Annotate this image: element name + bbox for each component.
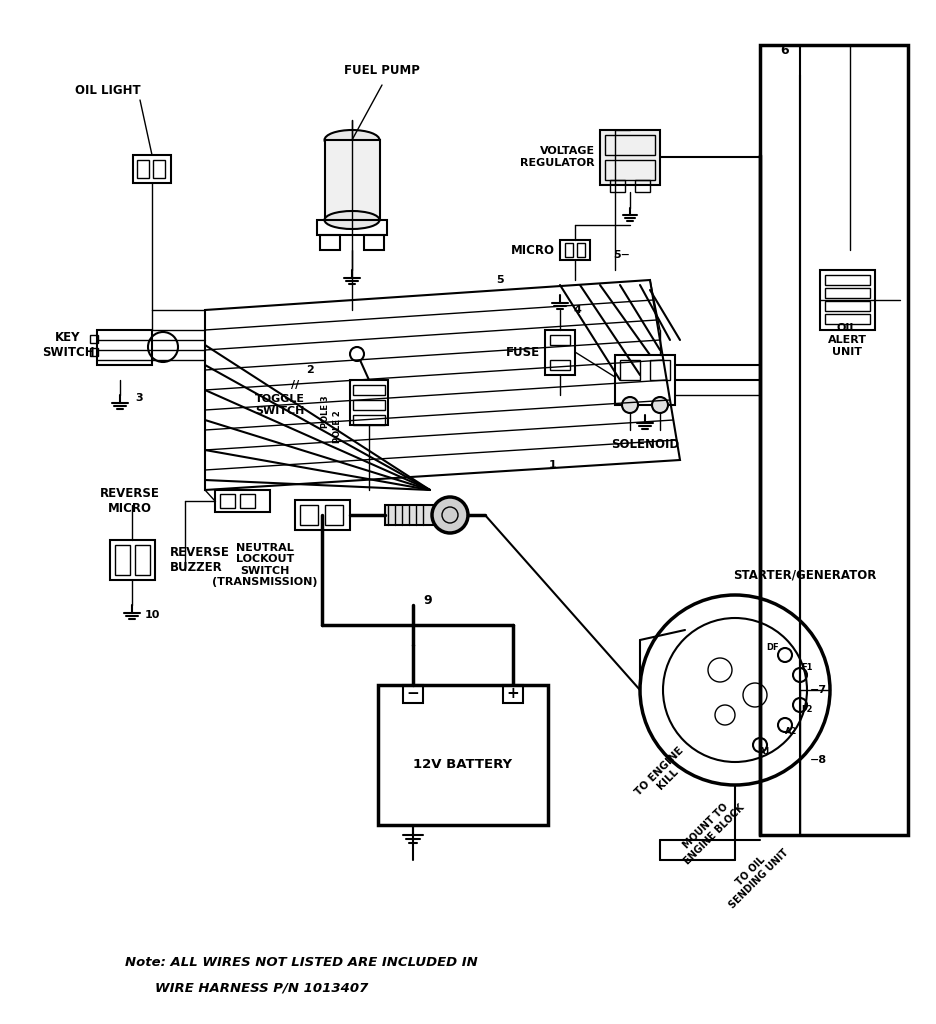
Text: NEUTRAL
LOCKOUT
SWITCH
(TRANSMISSION): NEUTRAL LOCKOUT SWITCH (TRANSMISSION) [212, 543, 317, 588]
Text: REVERSE
MICRO: REVERSE MICRO [100, 487, 160, 515]
Bar [135, 545, 150, 575]
Bar [215, 490, 270, 512]
Text: WIRE HARNESS P/N 1013407: WIRE HARNESS P/N 1013407 [155, 981, 369, 994]
Circle shape [432, 497, 468, 534]
Bar [385, 505, 435, 525]
Bar [295, 500, 350, 530]
Bar [153, 160, 165, 178]
Bar [300, 505, 318, 525]
Bar [825, 275, 870, 285]
Bar [605, 135, 655, 155]
Bar [825, 314, 870, 324]
Bar [220, 494, 235, 508]
Text: STARTER/GENERATOR: STARTER/GENERATOR [733, 568, 877, 582]
Bar [650, 360, 670, 380]
Text: 9: 9 [424, 594, 432, 606]
Text: FUSE: FUSE [505, 345, 540, 358]
Bar [137, 160, 149, 178]
Bar [317, 220, 387, 234]
Bar [240, 494, 255, 508]
Bar [565, 243, 573, 257]
Bar [820, 270, 875, 330]
Bar [133, 155, 171, 183]
Text: 3: 3 [135, 393, 142, 403]
Circle shape [622, 397, 638, 413]
Text: F1: F1 [801, 664, 812, 673]
Bar [610, 180, 625, 193]
Text: −8: −8 [810, 755, 827, 765]
Text: POLE 2: POLE 2 [333, 410, 343, 442]
Text: 4: 4 [573, 305, 581, 315]
Bar [350, 380, 388, 425]
Bar [635, 180, 650, 193]
Bar [110, 540, 155, 580]
Text: TO OIL
SENDING UNIT: TO OIL SENDING UNIT [720, 840, 791, 910]
Text: KEY
SWITCH: KEY SWITCH [42, 331, 95, 359]
Text: −: − [406, 686, 419, 701]
Text: A1: A1 [759, 748, 771, 757]
Text: 2: 2 [306, 365, 314, 375]
Text: 1: 1 [549, 460, 557, 470]
Text: OIL LIGHT: OIL LIGHT [75, 84, 140, 96]
Text: TO ENGINE
KILL: TO ENGINE KILL [634, 744, 695, 805]
Bar [353, 385, 385, 395]
Bar [503, 685, 523, 703]
Text: OIL
ALERT
UNIT: OIL ALERT UNIT [827, 324, 867, 356]
Text: SOLENOID: SOLENOID [611, 438, 679, 452]
Bar [364, 234, 384, 250]
Ellipse shape [325, 211, 379, 229]
Text: 5−: 5− [613, 250, 630, 260]
Text: 10: 10 [145, 610, 160, 620]
Bar [325, 140, 380, 220]
Text: REVERSE
BUZZER: REVERSE BUZZER [170, 546, 230, 574]
Text: −7: −7 [810, 685, 827, 695]
Text: MICRO: MICRO [511, 244, 555, 256]
Text: DF: DF [767, 643, 780, 652]
Text: 5: 5 [496, 275, 504, 285]
Text: VOLTAGE
REGULATOR: VOLTAGE REGULATOR [520, 146, 595, 168]
Bar [560, 240, 590, 260]
Bar [403, 685, 423, 703]
Text: TOGGLE
SWITCH: TOGGLE SWITCH [255, 394, 305, 416]
Bar [550, 335, 570, 345]
Bar [825, 288, 870, 298]
Bar [760, 45, 908, 835]
Bar [825, 301, 870, 311]
Bar [90, 348, 98, 356]
Bar [353, 415, 385, 425]
Bar [115, 545, 130, 575]
Text: 12V BATTERY: 12V BATTERY [414, 759, 513, 771]
Text: 6: 6 [781, 43, 789, 56]
Bar [605, 160, 655, 180]
Bar [600, 130, 660, 185]
Bar [320, 234, 340, 250]
Bar [550, 360, 570, 370]
Bar [545, 330, 575, 375]
Bar [97, 330, 152, 365]
Text: MOUNT TO
ENGINE BLOCK: MOUNT TO ENGINE BLOCK [674, 794, 746, 866]
Text: A2: A2 [784, 727, 797, 736]
Text: F2: F2 [801, 706, 812, 715]
Bar [378, 685, 548, 825]
Text: Note: ALL WIRES NOT LISTED ARE INCLUDED IN: Note: ALL WIRES NOT LISTED ARE INCLUDED … [125, 956, 477, 970]
Ellipse shape [325, 130, 379, 150]
Text: FUEL PUMP: FUEL PUMP [344, 63, 420, 77]
Text: //: // [291, 380, 300, 390]
Bar [90, 335, 98, 343]
Circle shape [652, 397, 668, 413]
Bar [577, 243, 585, 257]
Text: POLE 3: POLE 3 [320, 395, 329, 428]
Bar [615, 355, 675, 406]
Bar [353, 400, 385, 410]
Bar [620, 360, 640, 380]
Bar [325, 505, 343, 525]
Text: +: + [506, 686, 519, 701]
